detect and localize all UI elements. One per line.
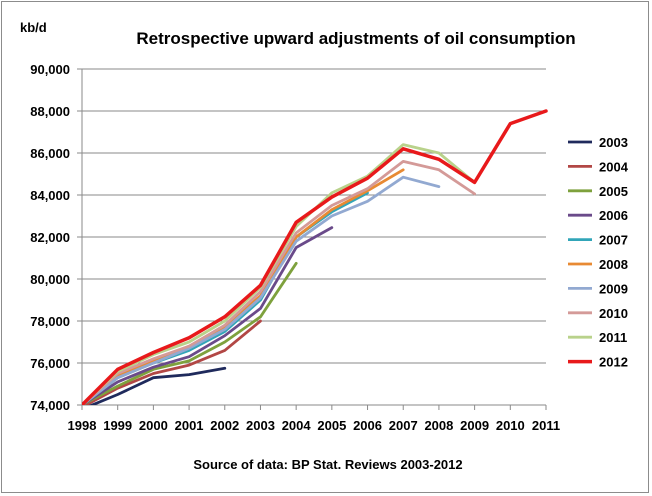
x-tick-label: 2004 [282,418,312,433]
x-tick-label: 2006 [353,418,382,433]
series-line-2005 [82,261,298,405]
x-tick-label: 2011 [532,418,560,433]
y-tick-label: 74,000 [30,398,70,413]
y-tick-label: 84,000 [30,188,70,203]
grid-lines [82,68,546,364]
legend-label: 2009 [599,281,628,296]
x-tick-label: 2001 [175,418,204,433]
source-note: Source of data: BP Stat. Reviews 2003-20… [193,457,462,472]
y-tick-label: 78,000 [30,314,70,329]
y-unit-label: kb/d [20,20,47,35]
x-tick-label: 1999 [103,418,132,433]
legend-label: 2003 [599,135,628,150]
chart-title: Retrospective upward adjustments of oil … [136,29,575,48]
x-tick-label: 1998 [68,418,97,433]
legend-label: 2006 [599,208,628,223]
x-tick-label: 2003 [246,418,275,433]
legend-label: 2008 [599,257,628,272]
series-line-2003 [88,366,227,405]
x-axis-ticks: 1998 1999 2000 2001 2002 2003 2004 2005 2006 2007… [68,405,560,433]
series-line-2008 [82,168,405,405]
x-tick-label: 2007 [389,418,418,433]
series-line-2012 [82,109,548,405]
x-tick-label: 2002 [210,418,239,433]
legend-label: 2012 [599,355,628,370]
x-tick-label: 2009 [460,418,489,433]
y-tick-label: 88,000 [30,104,70,119]
x-tick-label: 2005 [317,418,346,433]
x-tick-label: 2010 [496,418,525,433]
x-tick-label: 2000 [139,418,168,433]
legend-label: 2004 [599,159,629,174]
y-axis-ticks: 74,000 76,000 78,000 80,000 82,000 84,000 86,0… [30,62,82,413]
series-line-2006 [82,226,334,405]
y-tick-label: 82,000 [30,230,70,245]
y-tick-label: 80,000 [30,272,70,287]
legend-label: 2011 [599,330,627,345]
series-line-2009 [82,175,441,405]
series-lines [82,109,548,405]
legend-label: 2010 [599,306,628,321]
legend-label: 2007 [599,233,628,248]
legend: 2003 2004 2005 2006 2007 2008 2009 2010 2011 2012 [568,135,629,370]
y-tick-label: 76,000 [30,356,70,371]
legend-label: 2005 [599,184,628,199]
y-tick-label: 90,000 [30,62,70,77]
y-tick-label: 86,000 [30,146,70,161]
axes [81,69,546,406]
series-line-2010 [82,159,477,405]
x-tick-label: 2008 [424,418,453,433]
series-line-2004 [82,319,262,405]
